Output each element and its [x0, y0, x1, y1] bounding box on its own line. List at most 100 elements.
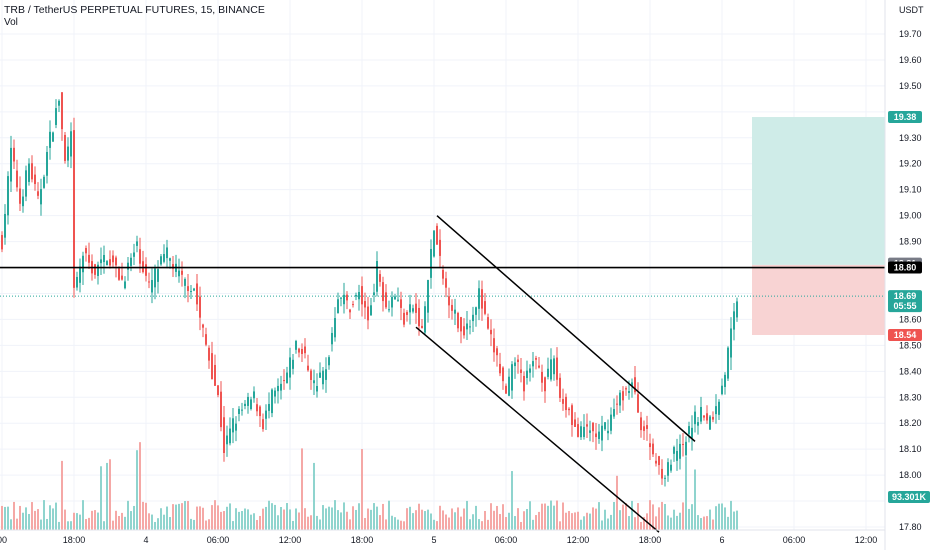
volume-bar	[163, 514, 165, 530]
candle-body	[685, 441, 687, 456]
candle-body	[343, 294, 345, 305]
volume-bar	[136, 450, 138, 530]
volume-bar	[544, 503, 546, 530]
volume-bar	[520, 521, 522, 530]
volume-bar	[547, 505, 549, 530]
volume-bar	[250, 514, 252, 530]
volume-bar	[316, 515, 318, 530]
candle-body	[268, 403, 270, 411]
candle-body	[256, 404, 258, 412]
volume-bar	[691, 504, 693, 530]
candle-body	[616, 403, 618, 405]
volume-bar	[619, 510, 621, 530]
volume-bar	[589, 513, 591, 530]
candle-body	[337, 299, 339, 314]
drawings[interactable]	[0, 215, 885, 533]
volume-bar	[172, 504, 174, 530]
volume-bar	[64, 509, 66, 530]
candle-body	[418, 307, 420, 327]
volume-bar	[148, 513, 150, 530]
volume-bar	[622, 504, 624, 530]
candle-body	[592, 422, 594, 432]
candle-body	[241, 409, 243, 411]
price-tick-label: 18.20	[899, 418, 922, 428]
candle-body	[694, 411, 696, 425]
price-tag-label: 18.69	[894, 291, 917, 301]
volume-bar	[361, 449, 363, 530]
volume-bar	[52, 508, 54, 530]
candle-body	[61, 92, 63, 130]
volume-bar	[55, 502, 57, 530]
volume-bar	[343, 502, 345, 530]
volume-bar	[430, 513, 432, 530]
candle-body	[475, 307, 477, 315]
candle-body	[94, 264, 96, 275]
volume-bar	[241, 511, 243, 530]
volume-bar	[508, 512, 510, 530]
candle-body	[409, 304, 411, 313]
candle-body	[319, 372, 321, 378]
volume-bar	[319, 519, 321, 530]
volume-bar	[175, 504, 177, 530]
candle-body	[58, 100, 60, 106]
candle-body	[583, 426, 585, 437]
candle-body	[163, 254, 165, 262]
candle-body	[517, 359, 519, 363]
volume-bar	[403, 521, 405, 530]
candle-body	[262, 419, 264, 430]
volume-bar	[268, 500, 270, 530]
volume-bar	[256, 519, 258, 530]
volume-bar	[457, 507, 459, 530]
volume-bar	[133, 505, 135, 530]
candle-body	[556, 357, 558, 380]
candle-body	[28, 163, 30, 182]
volume-bar	[289, 509, 291, 530]
candle-body	[478, 288, 480, 309]
candle-body	[187, 286, 189, 291]
volume-bar	[310, 515, 312, 530]
volume-bar	[388, 500, 390, 530]
candle-body	[466, 323, 468, 330]
price-tick-label: 19.70	[899, 29, 922, 39]
volume-bar	[1, 505, 3, 530]
candle-body	[157, 269, 159, 282]
volume-bar	[604, 509, 606, 530]
volume-bar	[220, 511, 222, 530]
volume-bar	[355, 509, 357, 530]
candle-body	[286, 372, 288, 384]
time-axis[interactable]: 00 18:00 4 06:00 12:00 18:00 5 06:00 12:00 18:00 6…	[0, 529, 885, 545]
candle-body	[31, 163, 33, 180]
candle-body	[496, 348, 498, 356]
volume-bar	[667, 515, 669, 530]
volume-bar	[607, 518, 609, 530]
candle-body	[547, 368, 549, 377]
price-axis[interactable]: USDT17.8018.0018.1018.2018.3018.4018.501…	[884, 0, 924, 550]
candle-body	[622, 391, 624, 401]
volume-bar	[658, 507, 660, 530]
volume-bar	[400, 520, 402, 530]
candle-body	[430, 248, 432, 278]
volume-bar	[655, 516, 657, 530]
volume-bar	[490, 503, 492, 530]
candle-body	[541, 371, 543, 383]
volume-bar	[244, 508, 246, 530]
volume-bar	[610, 514, 612, 530]
candle-body	[730, 328, 732, 358]
candle-body	[340, 297, 342, 299]
volume-legend-label[interactable]: Vol	[4, 17, 18, 28]
volume-bar	[469, 519, 471, 530]
candle-body	[367, 306, 369, 321]
candle-body	[484, 301, 486, 314]
volume-bar	[538, 511, 540, 530]
volume-bar	[31, 502, 33, 530]
chart-title[interactable]: TRB / TetherUS PERPETUAL FUTURES, 15, BI…	[4, 4, 265, 16]
candle-body	[190, 291, 192, 293]
volume-bar	[349, 519, 351, 530]
volume-bar	[568, 511, 570, 530]
candle-body	[559, 377, 561, 398]
candle-body	[148, 281, 150, 283]
candle-body	[439, 239, 441, 256]
